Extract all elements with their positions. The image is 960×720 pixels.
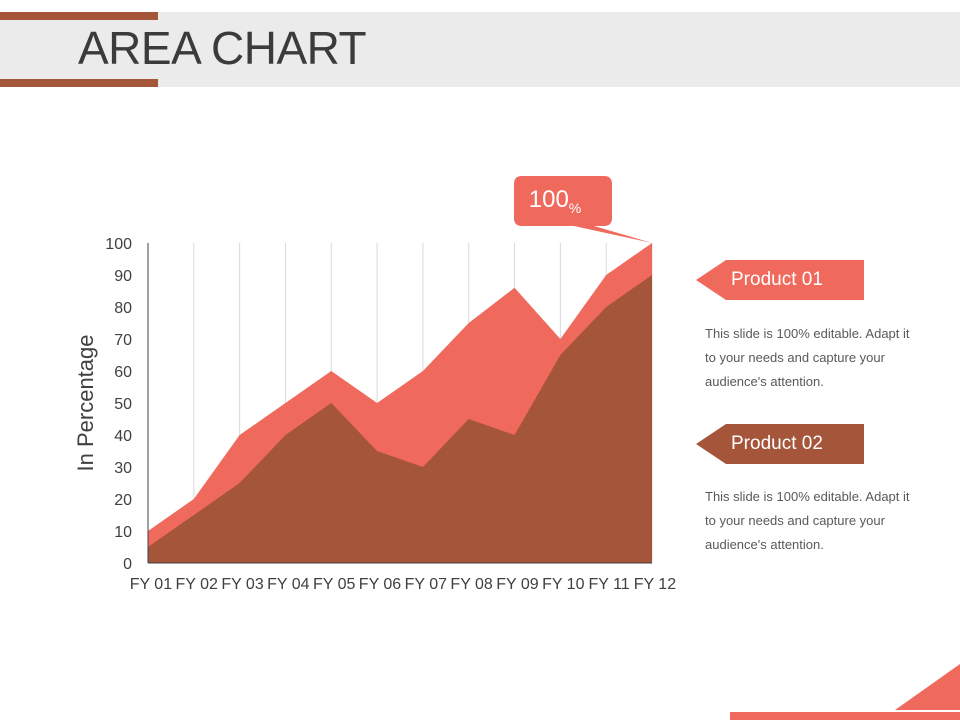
title-accent-bottom (0, 79, 158, 87)
callout-value-number: 100 (529, 186, 569, 213)
title-accent-top (0, 12, 158, 20)
callout-value: 100% (529, 186, 582, 216)
peak-callout: 100% (514, 176, 652, 243)
y-axis-title: In Percentage (73, 335, 98, 472)
x-tick-label: FY 08 (450, 576, 493, 593)
legend-product-02: Product 02 (696, 424, 864, 464)
x-tick-label: FY 06 (359, 576, 402, 593)
y-tick-label: 40 (114, 428, 132, 445)
bottom-accent-bar (730, 712, 960, 720)
y-tick-label: 10 (114, 524, 132, 541)
y-tick-label: 20 (114, 492, 132, 509)
x-tick-label: FY 12 (634, 576, 677, 593)
page-title: AREA CHART (78, 22, 367, 74)
y-tick-label: 100 (105, 236, 132, 253)
legend-product-02-label: Product 02 (731, 433, 823, 454)
x-tick-label: FY 03 (221, 576, 264, 593)
x-tick-label: FY 11 (588, 576, 629, 593)
x-tick-label: FY 10 (542, 576, 585, 593)
callout-value-unit: % (569, 200, 581, 216)
y-tick-label: 50 (114, 396, 132, 413)
y-tick-label: 80 (114, 300, 132, 317)
y-tick-label: 30 (114, 460, 132, 477)
x-tick-label: FY 09 (496, 576, 539, 593)
y-tick-label: 70 (114, 332, 132, 349)
legend-product-01: Product 01 (696, 260, 864, 300)
x-tick-label: FY 02 (176, 576, 219, 593)
x-tick-label: FY 05 (313, 576, 356, 593)
y-tick-label: 90 (114, 268, 132, 285)
area-series (148, 243, 652, 563)
x-tick-label: FY 07 (405, 576, 448, 593)
legend-product-02-description: This slide is 100% editable. Adapt it to… (705, 489, 910, 552)
y-tick-label: 0 (123, 556, 132, 573)
y-tick-label: 60 (114, 364, 132, 381)
callout-bubble (514, 176, 652, 243)
title-band (0, 12, 960, 87)
x-tick-label: FY 01 (130, 576, 173, 593)
area-product-02 (148, 275, 652, 563)
x-tick-label: FY 04 (267, 576, 310, 593)
legend-product-01-description: This slide is 100% editable. Adapt it to… (705, 326, 910, 389)
legend-product-01-label: Product 01 (731, 269, 823, 290)
axes (147, 243, 652, 564)
